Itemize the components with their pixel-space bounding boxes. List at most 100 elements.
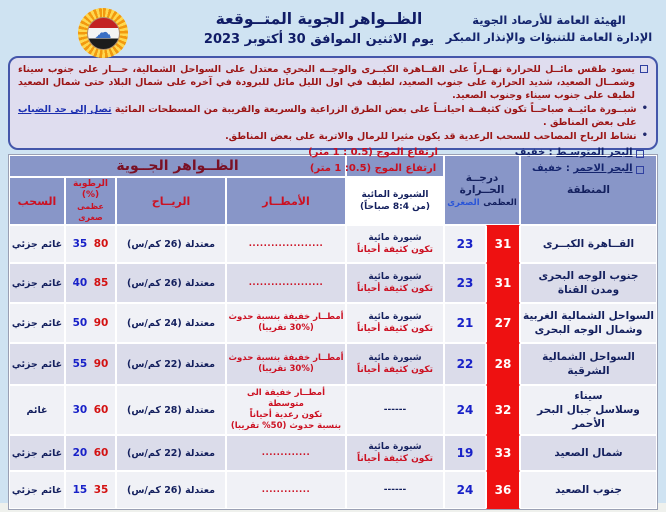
sun-icon: ☁ — [78, 8, 128, 58]
humidity-header-line1: الرطوبة (%) — [72, 179, 109, 200]
humidity-cell: 60 30 — [65, 385, 116, 435]
temp-max-cell: 28 — [486, 343, 520, 385]
fog-line1: ------ — [383, 405, 407, 415]
summary-item-fog: • شبــورة مائيــة صباحــاً تكون كثيفــة … — [18, 103, 648, 129]
rain-cell: ............. — [226, 471, 346, 509]
header-wind: الريــاح — [116, 177, 226, 225]
fog-cell: شبورة مائية تكون كثيفة أحياناً — [346, 263, 444, 303]
temp-min-cell: 19 — [444, 435, 486, 471]
table-row-north-upper-egypt: شمال الصعيد 33 19 شبورة مائية تكون كثيفة … — [9, 435, 657, 471]
humidity-min: 55 — [72, 358, 88, 370]
wind-cell: معتدلة (28 كم/س) — [116, 385, 226, 435]
temp-min-cell: 22 — [444, 343, 486, 385]
header-phenomena-span: الظــواهر الجــوية — [9, 155, 346, 177]
humidity-max: 90 — [93, 317, 109, 329]
org-block: الهيئة العامة للأرصاد الجوية الإدارة الع… — [440, 6, 658, 46]
clouds-cell: غائم جزئي — [9, 225, 65, 263]
humidity-cell: 80 35 — [65, 225, 116, 263]
fog-text-after: على بعض المناطق . — [543, 117, 637, 128]
fog-line1: شبورة مائية — [368, 442, 422, 452]
fog-line1: شبورة مائية — [368, 312, 422, 322]
temp-min-cell: 23 — [444, 225, 486, 263]
fog-line1: شبورة مائية — [368, 233, 422, 243]
temp-min-cell: 24 — [444, 385, 486, 435]
fog-line1: شبورة مائية — [368, 272, 422, 282]
fog-line2: تكون كثيفة أحياناً — [356, 245, 434, 255]
temp-min-cell: 23 — [444, 263, 486, 303]
temp-header-maxmin: العظمى الصغرى — [446, 196, 518, 209]
fog-line2: تكون كثيفة أحياناً — [356, 324, 434, 334]
summary-text-wind: نشاط الرياح المصاحب للسحب الرعدية قد يكو… — [225, 131, 637, 142]
fog-line1: شبورة مائية — [368, 353, 422, 363]
wind-cell: معتدلة (22 كم/س) — [116, 343, 226, 385]
wind-cell: معتدلة (26 كم/س) — [116, 263, 226, 303]
humidity-header-line2: عظمى صغرى — [77, 202, 104, 222]
header-temperature: درجــة الحــرارة العظمى الصغرى — [444, 155, 520, 225]
clouds-cell: غائم — [9, 385, 65, 435]
sea-state-value: خفيف — [531, 163, 563, 174]
summary-item-wind: • نشاط الرياح المصاحب للسحب الرعدية قد ي… — [18, 130, 648, 143]
rain-cell: .................... — [226, 263, 346, 303]
humidity-min: 20 — [72, 447, 88, 459]
humidity-min: 30 — [72, 404, 88, 416]
humidity-cell: 85 40 — [65, 263, 116, 303]
forecast-table: المنطقة درجــة الحــرارة العظمى الصغرى ا… — [8, 154, 658, 510]
colon: : — [545, 147, 557, 158]
date-line: يوم الاثنين الموافق 30 أكتوبر 2023 — [203, 32, 435, 47]
rain-cell: أمطــار خفيفة بنسبة حدوث (30% تقريبا) — [226, 303, 346, 343]
sea-label: البحر الاحمر : خفيف — [468, 162, 636, 175]
fog-warning-underlined: تصل إلى حد الضباب — [18, 104, 112, 115]
wind-cell: معتدلة (22 كم/س) — [116, 435, 226, 471]
region-cell: السواحل الشمالية الغربية وشمال الوجه الب… — [520, 303, 657, 343]
temp-header-line2: الحــرارة — [459, 183, 505, 196]
sea-state-red-sea: البحر الاحمر : خفيف ارتفاع الموج (0.5: 1… — [18, 162, 648, 175]
sea-state-mediterranean: البحر المتوسـط : خفيف ارتفاع الموج (0.5 … — [18, 146, 648, 159]
clouds-cell: غائم جزئي — [9, 471, 65, 509]
header-humidity: الرطوبة (%) عظمى صغرى — [65, 177, 116, 225]
temp-max-cell: 31 — [486, 263, 520, 303]
humidity-min: 35 — [72, 238, 88, 250]
clouds-cell: غائم جزئي — [9, 343, 65, 385]
temp-max-cell: 36 — [486, 471, 520, 509]
fog-text-before: شبــورة مائيــة صباحــاً تكون كثيفــة اح… — [111, 104, 637, 115]
temp-max-cell: 32 — [486, 385, 520, 435]
rain-cell: .................... — [226, 225, 346, 263]
clouds-cell: غائم جزئي — [9, 263, 65, 303]
table-row-nw-coasts: السواحل الشمالية الغربية وشمال الوجه الب… — [9, 303, 657, 343]
table-row-sinai: سيناء وسلاسل جبال البحر الأحمر 32 24 ---… — [9, 385, 657, 435]
header-rain: الأمطــار — [226, 177, 346, 225]
square-bullet-icon — [640, 65, 648, 73]
summary-text-weather: يسود طقس مائــل للحرارة نهــاراً على الق… — [18, 64, 635, 101]
humidity-cell: 35 15 — [65, 471, 116, 509]
fog-line2: تكون كثيفة أحياناً — [356, 365, 434, 375]
table-row-cairo: القــاهرة الكبــرى 31 23 شبورة مائية تكون… — [9, 225, 657, 263]
fog-cell: ------ — [346, 385, 444, 435]
table-row-ne-coasts: السواحل الشمالية الشرقية 28 22 شبورة مائ… — [9, 343, 657, 385]
cloud-icon: ☁ — [94, 22, 112, 43]
square-bullet-icon — [636, 165, 644, 174]
wind-cell: معتدلة (26 كم/س) — [116, 225, 226, 263]
humidity-max: 35 — [93, 484, 109, 496]
rain-cell: أمطــار خفيفة الى متوسطة تكون رعدية أحيا… — [226, 385, 346, 435]
header-region: المنطقة — [520, 155, 657, 225]
humidity-max: 60 — [93, 447, 109, 459]
summary-item-weather: يسود طقس مائــل للحرارة نهــاراً على الق… — [18, 63, 648, 102]
temp-max-cell: 27 — [486, 303, 520, 343]
fog-cell: شبورة مائية تكون كثيفة أحياناً — [346, 303, 444, 343]
colon: : — [562, 163, 574, 174]
sea-label: البحر المتوسـط : خفيف — [468, 146, 636, 159]
humidity-cell: 90 55 — [65, 343, 116, 385]
wave-height: ارتفاع الموج (0.5: 1 متر) — [309, 163, 437, 174]
summary-text-fog: شبــورة مائيــة صباحــاً تكون كثيفــة اح… — [18, 103, 637, 129]
fog-header-line2: (من 8:4 صباحاً) — [360, 202, 430, 212]
humidity-max: 80 — [93, 238, 109, 250]
square-bullet-icon — [636, 149, 644, 158]
org-department: الإدارة العامة للتنبؤات والإنذار المبكر — [445, 30, 653, 44]
fog-cell: شبورة مائية تكون كثيفة أحياناً — [346, 435, 444, 471]
ema-logo: ☁ — [8, 6, 198, 58]
temp-min-cell: 21 — [444, 303, 486, 343]
region-cell: جنوب الصعيد — [520, 471, 657, 509]
rain-cell: أمطــار خفيفة بنسبة حدوث (30% تقريبا) — [226, 343, 346, 385]
